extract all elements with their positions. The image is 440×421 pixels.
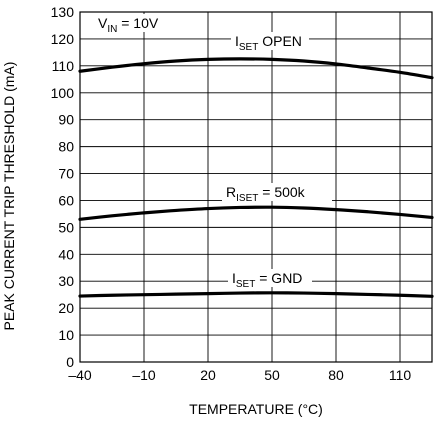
annotation-rest: = 10V bbox=[117, 15, 159, 31]
annotation-subscript: ISET bbox=[236, 193, 258, 204]
y-tick-label: 110 bbox=[52, 58, 75, 74]
y-tick-label: 20 bbox=[58, 300, 74, 316]
y-tick-label: 40 bbox=[58, 246, 74, 262]
series-iset-gnd-line bbox=[78, 291, 434, 298]
annotation-background bbox=[231, 32, 309, 50]
annotation-main: R bbox=[226, 184, 236, 200]
annotation-subscript: SET bbox=[236, 279, 255, 290]
tick-labels: 0 10 20 30 40 50 60 70 80 90 100 110 120 130 –40 –10 20 5… bbox=[51, 4, 412, 383]
annotation-main: I bbox=[235, 33, 239, 49]
x-tick-label: 50 bbox=[264, 367, 280, 383]
annotation-rest: OPEN bbox=[258, 33, 302, 49]
annotation-background bbox=[228, 269, 312, 287]
y-tick-label: 100 bbox=[51, 85, 75, 101]
y-tick-label: 80 bbox=[58, 139, 74, 155]
y-tick-label: 50 bbox=[58, 219, 74, 235]
annotation-riset: RISET = 500k bbox=[226, 184, 306, 204]
x-tick-label: –10 bbox=[132, 367, 156, 383]
y-tick-label: 70 bbox=[58, 166, 74, 182]
y-tick-label: 30 bbox=[58, 273, 74, 289]
y-tick-label: 60 bbox=[58, 192, 74, 208]
y-tick-label: 0 bbox=[66, 354, 74, 370]
y-tick-label: 120 bbox=[51, 31, 75, 47]
y-tick-label: 130 bbox=[51, 4, 75, 20]
annotation-vin: VIN = 10V bbox=[98, 15, 159, 35]
x-tick-label: 80 bbox=[328, 367, 344, 383]
annotation-iset-gnd: ISET = GND bbox=[232, 270, 302, 290]
x-tick-label: 110 bbox=[389, 367, 412, 383]
series-iset-open-line bbox=[78, 57, 434, 80]
series-layer bbox=[78, 57, 434, 298]
annotation-main: I bbox=[232, 270, 236, 286]
annotation-rest: = GND bbox=[255, 270, 302, 286]
annotation-main: V bbox=[98, 15, 108, 31]
y-axis-label: PEAK CURRENT TRIP THRESHOLD (mA) bbox=[1, 62, 17, 331]
series-riset-500k-line bbox=[78, 205, 434, 221]
y-tick-label: 10 bbox=[58, 327, 74, 343]
annotation-background bbox=[222, 183, 332, 201]
y-tick-label: 90 bbox=[58, 112, 74, 128]
x-axis-label: TEMPERATURE (°C) bbox=[189, 401, 323, 417]
x-tick-label: –40 bbox=[68, 367, 92, 383]
annotation-background bbox=[94, 14, 162, 32]
annotation-rest: = 500k bbox=[258, 184, 305, 200]
annotation-subscript: IN bbox=[107, 24, 117, 35]
x-tick-label: 20 bbox=[200, 367, 216, 383]
annotation-iset-open: ISET OPEN bbox=[235, 33, 302, 53]
plot-frame bbox=[79, 11, 433, 363]
annotation-subscript: SET bbox=[239, 42, 258, 53]
